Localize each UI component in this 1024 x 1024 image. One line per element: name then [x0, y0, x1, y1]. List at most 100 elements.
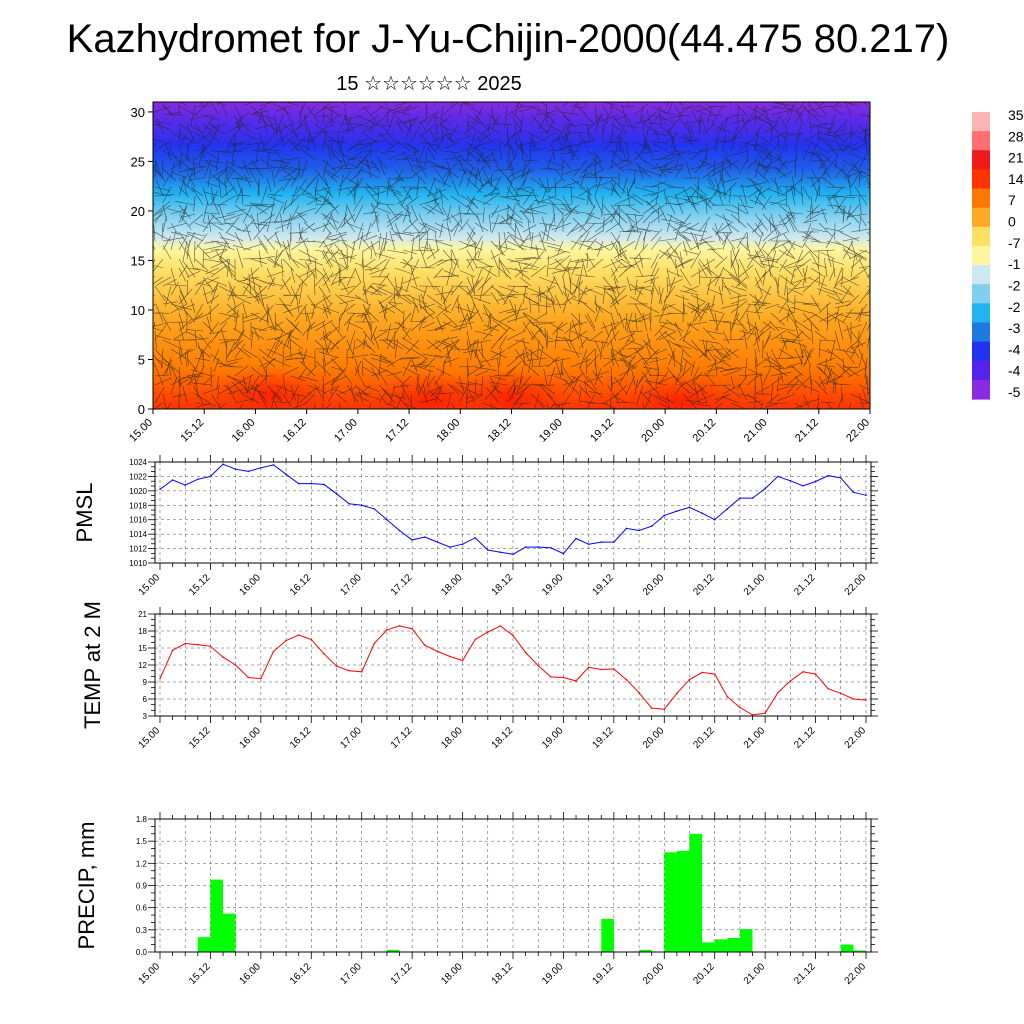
wind-barb — [629, 257, 652, 260]
wind-barb — [786, 264, 805, 269]
y-tick-label: 1018 — [129, 501, 147, 510]
wind-barb — [794, 375, 807, 389]
wind-barb — [266, 384, 283, 400]
x-tick-label: 16.12 — [288, 961, 314, 987]
wind-barb — [402, 310, 405, 332]
wind-barb — [585, 287, 604, 296]
wind-barb — [578, 186, 593, 196]
wind-barb — [530, 250, 545, 269]
wind-barb — [618, 264, 633, 278]
wind-barb — [690, 294, 706, 303]
wind-barb — [754, 321, 760, 342]
wind-barb — [243, 174, 252, 188]
wind-barb — [548, 321, 564, 332]
wind-barb — [678, 137, 700, 143]
wind-barb — [304, 105, 316, 120]
wind-barb — [330, 378, 335, 395]
x-tick-label: 15.12 — [187, 961, 213, 987]
wind-barb — [183, 261, 196, 278]
wind-barb — [188, 312, 204, 325]
wind-barb — [729, 274, 748, 287]
wind-barb — [206, 151, 220, 161]
wind-barb — [434, 380, 444, 395]
wind-barb — [354, 138, 369, 143]
wind-barb — [153, 327, 164, 332]
wind-barb — [242, 102, 254, 107]
wind-barb — [423, 186, 436, 197]
wind-barb — [564, 204, 580, 217]
wind-barb — [642, 202, 659, 215]
wind-barb — [698, 146, 718, 152]
colorbar-swatch — [972, 379, 990, 400]
wind-barb — [207, 168, 212, 187]
wind-barb — [238, 118, 252, 134]
data-point — [373, 642, 376, 645]
wind-barb — [810, 208, 827, 215]
wind-barb — [586, 230, 603, 242]
wind-barb — [322, 249, 334, 268]
wind-barb — [522, 224, 537, 233]
wind-barb — [322, 386, 337, 395]
wind-barb — [626, 216, 644, 233]
wind-barb — [489, 381, 508, 386]
wind-barb — [668, 304, 684, 314]
wind-barb — [358, 388, 364, 404]
wind-barb — [706, 366, 724, 372]
wind-barb — [767, 188, 788, 197]
wind-barb — [154, 194, 175, 197]
wind-barb — [290, 375, 306, 382]
wind-barb — [186, 125, 196, 143]
wind-barb — [394, 193, 404, 206]
wind-barb — [489, 214, 492, 233]
wind-barb — [826, 348, 844, 362]
wind-barb — [565, 145, 580, 161]
wind-barb — [822, 159, 836, 175]
wind-barb — [490, 402, 493, 409]
wind-barb — [858, 123, 869, 137]
wind-barb — [690, 123, 694, 140]
wind-barb — [421, 321, 436, 329]
wind-barb — [315, 361, 332, 377]
wind-barb — [398, 276, 404, 296]
wind-barb — [426, 141, 438, 155]
wind-barb — [410, 305, 416, 323]
wind-barb — [560, 361, 564, 377]
wind-barb — [674, 294, 689, 301]
wind-barb — [426, 327, 446, 332]
wind-barb — [618, 366, 630, 386]
wind-barb — [763, 117, 780, 125]
wind-barb — [649, 357, 668, 363]
wind-barb — [451, 180, 460, 197]
wind-barb — [490, 123, 513, 125]
wind-barb — [237, 276, 260, 282]
wind-barb — [323, 105, 340, 110]
wind-barb — [692, 303, 700, 324]
wind-barb — [569, 131, 588, 134]
wind-barb — [666, 279, 683, 287]
wind-barb — [327, 384, 340, 402]
wind-barb — [774, 166, 788, 179]
data-point — [461, 659, 464, 662]
wind-barb — [202, 214, 215, 233]
colorbar-swatch — [972, 150, 990, 170]
wind-barb — [210, 258, 230, 269]
wind-barb — [834, 196, 847, 215]
wind-barb — [817, 288, 836, 296]
wind-barb — [832, 194, 844, 215]
wind-barb — [833, 276, 844, 289]
wind-barb — [842, 119, 847, 134]
wind-barb — [834, 132, 846, 144]
wind-barb — [338, 402, 342, 409]
wind-barb — [278, 297, 292, 314]
wind-barb — [207, 203, 228, 206]
wind-barb — [578, 240, 595, 243]
wind-barb — [434, 102, 436, 107]
x-tick-label: 16.12 — [288, 725, 314, 751]
wind-barb — [423, 222, 444, 233]
wind-barb — [274, 321, 287, 335]
wind-barb — [837, 319, 844, 341]
wind-barb — [340, 213, 356, 228]
wind-barb — [694, 303, 708, 322]
wind-barb — [562, 291, 572, 305]
wind-barb — [295, 273, 308, 287]
